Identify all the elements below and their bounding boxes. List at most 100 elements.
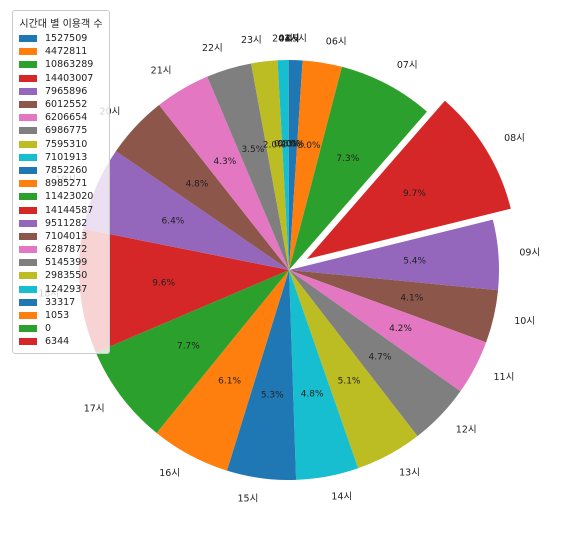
legend-items: 1527509 4472811 10863289 14403007 7965896 601… xyxy=(19,32,103,349)
legend-label: 11423020 xyxy=(45,191,94,203)
category-label-22: 22시 xyxy=(202,43,223,54)
pie-slice-20 xyxy=(115,105,289,271)
category-label-15: 15시 xyxy=(237,493,258,504)
legend-swatch xyxy=(19,101,37,109)
pie-slice-18 xyxy=(79,228,290,353)
legend-item: 7595310 xyxy=(19,138,103,151)
legend-label: 7965896 xyxy=(45,85,88,97)
category-label-02: 02시 xyxy=(279,34,300,45)
category-label-06: 06시 xyxy=(326,36,347,47)
pie-slice-05 xyxy=(289,60,303,270)
percent-labels: 1.0%3.0% 7.3% 9.7% 5.4% 4.1% 4.2% 4.7% 5.1% 4.8%… xyxy=(152,140,426,401)
pie-slice-21 xyxy=(159,76,289,270)
legend-label: 33317 xyxy=(45,296,76,308)
legend-item: 1527509 xyxy=(19,32,103,45)
pie-slice-07 xyxy=(289,66,427,270)
legend-item: 5145399 xyxy=(19,256,103,269)
legend-swatch xyxy=(19,219,37,227)
percent-label-16: 6.1% xyxy=(218,377,241,387)
category-label-17: 17시 xyxy=(84,404,105,415)
category-label-13: 13시 xyxy=(399,468,420,479)
legend-label: 6206654 xyxy=(45,112,88,124)
category-label-01: 01시 xyxy=(278,34,299,45)
category-label-12: 12시 xyxy=(456,424,477,435)
legend-item: 11423020 xyxy=(19,190,103,203)
legend-item: 7101913 xyxy=(19,151,103,164)
legend-label: 10863289 xyxy=(45,59,94,71)
legend-item: 10863289 xyxy=(19,58,103,71)
percent-label-04: 0.0% xyxy=(278,140,301,150)
percent-label-10: 4.1% xyxy=(400,294,423,304)
legend-swatch xyxy=(19,259,37,267)
pie-slice-08 xyxy=(306,100,511,260)
legend-swatch xyxy=(19,272,37,280)
legend-swatch xyxy=(19,312,37,320)
pie-slice-09 xyxy=(289,219,499,291)
percent-label-09: 5.4% xyxy=(403,256,426,266)
legend-item: 6986775 xyxy=(19,124,103,137)
percent-label-05: 1.0% xyxy=(282,140,305,150)
legend-item: 9511282 xyxy=(19,217,103,230)
percent-label-11: 4.2% xyxy=(389,324,412,334)
percent-label-21: 4.3% xyxy=(213,157,236,167)
legend-label: 6012552 xyxy=(45,99,88,111)
percent-label-15: 5.3% xyxy=(261,390,284,400)
legend-swatch xyxy=(19,61,37,69)
percent-label-12: 4.7% xyxy=(369,353,392,363)
legend-item: 6012552 xyxy=(19,98,103,111)
category-label-08: 08시 xyxy=(504,133,525,144)
legend-label: 7852260 xyxy=(45,164,88,176)
pie-slice-15 xyxy=(226,270,297,480)
legend-swatch xyxy=(19,338,37,346)
percent-label-24: 0.8% xyxy=(274,140,297,150)
percent-label-13: 5.1% xyxy=(338,376,361,386)
pie-slice-24 xyxy=(277,60,289,271)
legend-title: 시간대 별 이용객 수 xyxy=(19,19,103,30)
pie-slice-12 xyxy=(289,270,461,437)
legend-item: 14403007 xyxy=(19,72,103,85)
legend-item: 7965896 xyxy=(19,85,103,98)
percent-label-20: 4.8% xyxy=(186,179,209,189)
legend-item: 4472811 xyxy=(19,45,103,58)
legend-swatch xyxy=(19,48,37,56)
legend-swatch xyxy=(19,325,37,333)
legend-label: 4472811 xyxy=(45,46,88,58)
pie-slice-11 xyxy=(289,270,487,392)
legend-swatch xyxy=(19,74,37,82)
legend-swatch xyxy=(19,180,37,188)
legend-swatch xyxy=(19,166,37,174)
legend-item: 7852260 xyxy=(19,164,103,177)
legend-label: 7101913 xyxy=(45,151,88,163)
legend-label: 6287872 xyxy=(45,244,88,256)
category-label-14: 14시 xyxy=(331,492,352,503)
legend-label: 9511282 xyxy=(45,217,88,229)
legend-item: 6206654 xyxy=(19,111,103,124)
category-label-24: 24시 xyxy=(272,34,293,45)
legend-item: 1053 xyxy=(19,309,103,322)
legend-item: 1242937 xyxy=(19,283,103,296)
legend-label: 14403007 xyxy=(45,72,94,84)
pie-slice-22 xyxy=(207,63,289,270)
legend-label: 1527509 xyxy=(45,33,88,45)
legend-item: 14144587 xyxy=(19,203,103,216)
legend-label: 6344 xyxy=(45,336,70,348)
percent-label-17: 7.7% xyxy=(177,341,200,351)
legend-item: 2983550 xyxy=(19,269,103,282)
category-label-21: 21시 xyxy=(151,66,172,77)
legend-label: 0 xyxy=(45,323,52,335)
pie-slice-14 xyxy=(289,270,359,480)
percent-label-01: 0.0% xyxy=(277,140,300,150)
legend-label: 6986775 xyxy=(45,125,88,137)
legend-swatch xyxy=(19,285,37,293)
percent-label-08: 9.7% xyxy=(403,189,426,199)
percent-label-23: 2.0% xyxy=(263,140,286,150)
category-label-07: 07시 xyxy=(397,60,418,71)
legend-swatch xyxy=(19,114,37,122)
pie-slice-16 xyxy=(156,270,289,471)
legend-swatch xyxy=(19,232,37,240)
legend-item: 6287872 xyxy=(19,243,103,256)
legend-item: 0 xyxy=(19,322,103,335)
pie-slice-13 xyxy=(289,270,418,469)
pie-slice-17 xyxy=(95,270,289,434)
